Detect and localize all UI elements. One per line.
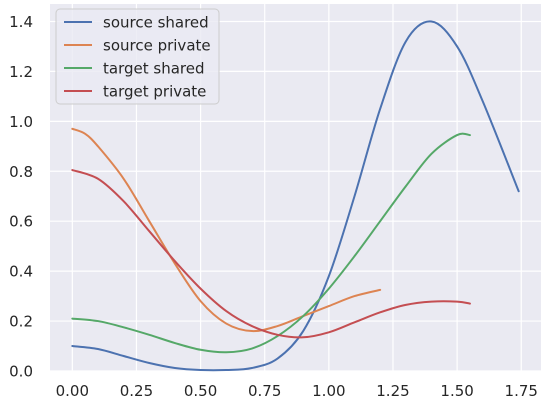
- series-line-target-private: [71, 169, 471, 339]
- x-tick-label: 1.00: [312, 382, 345, 400]
- series-line-target-shared: [71, 132, 471, 354]
- legend-box: [55, 8, 220, 105]
- legend-label: source private: [103, 37, 211, 55]
- y-tick-label: 1.4: [9, 13, 33, 31]
- y-tick-label: 0.4: [9, 263, 33, 281]
- legend-label: target private: [103, 83, 206, 101]
- x-tick-label: 0.00: [56, 382, 89, 400]
- y-tick-label: 0.2: [9, 313, 33, 331]
- series-line-source-private: [71, 127, 382, 333]
- x-tick-label: 1.75: [505, 382, 538, 400]
- x-tick-label: 1.25: [376, 382, 409, 400]
- y-tick-label: 0.6: [9, 213, 33, 231]
- x-tick-label: 0.25: [120, 382, 153, 400]
- legend-label: target shared: [103, 60, 204, 78]
- legend-label: source shared: [103, 14, 209, 32]
- y-tick-label: 1.0: [9, 113, 33, 131]
- y-tick-label: 0.0: [9, 363, 33, 381]
- series-lines: [71, 20, 520, 372]
- axis-ticks: 0.00 0.25 0.50 0.75 1.00 1.25 1.50 1.75 0.0 0.2 0.…: [9, 13, 538, 400]
- y-tick-label: 1.2: [9, 63, 33, 81]
- y-tick-label: 0.8: [9, 163, 33, 181]
- x-tick-label: 0.75: [248, 382, 281, 400]
- x-tick-label: 0.50: [184, 382, 217, 400]
- series-line-source-shared: [71, 20, 520, 372]
- legend: source shared source private target shared…: [55, 8, 220, 105]
- x-tick-label: 1.50: [440, 382, 473, 400]
